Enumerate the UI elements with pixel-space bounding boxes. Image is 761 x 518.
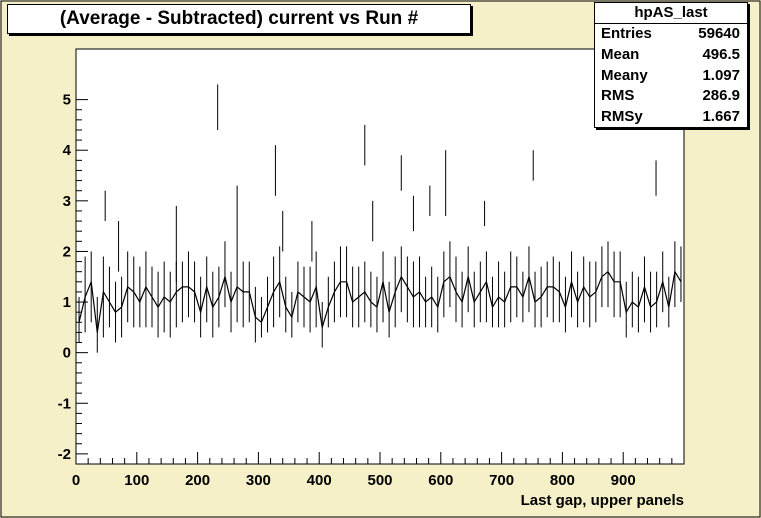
stats-label: Mean bbox=[601, 45, 640, 63]
y-tick-label: -1 bbox=[58, 395, 71, 412]
y-tick-label: 4 bbox=[63, 142, 72, 159]
x-tick-label: 0 bbox=[72, 472, 80, 489]
data-series-line bbox=[78, 270, 682, 333]
y-tick-label: 2 bbox=[63, 243, 71, 260]
x-axis-title: Last gap, upper panels bbox=[521, 492, 684, 509]
y-tick-label: 0 bbox=[63, 345, 71, 362]
y-tick-label: -2 bbox=[58, 446, 71, 463]
stats-title: hpAS_last bbox=[595, 3, 747, 24]
x-tick-label: 900 bbox=[611, 472, 636, 489]
stats-box: hpAS_last Entries 59640 Mean 496.5 Meany… bbox=[594, 2, 748, 128]
x-tick-label: 600 bbox=[428, 472, 453, 489]
chart-title: (Average - Subtracted) current vs Run # bbox=[7, 4, 471, 34]
plot-frame bbox=[75, 48, 685, 465]
stats-value: 59640 bbox=[698, 25, 740, 42]
x-tick-label: 400 bbox=[307, 472, 332, 489]
stats-label: Meany bbox=[601, 66, 648, 84]
x-tick-label: 200 bbox=[185, 472, 210, 489]
stats-value: 496.5 bbox=[702, 45, 740, 63]
stats-row-meany: Meany 1.097 bbox=[595, 66, 747, 87]
stats-label: Entries bbox=[601, 25, 652, 42]
x-axis: 0 100 200 300 400 500 600 700 800 900 bbox=[72, 452, 673, 489]
stats-row-entries: Entries 59640 bbox=[595, 24, 747, 45]
stats-value: 286.9 bbox=[702, 87, 740, 105]
x-tick-label: 700 bbox=[489, 472, 514, 489]
stats-row-mean: Mean 496.5 bbox=[595, 45, 747, 66]
stats-value: 1.667 bbox=[702, 108, 740, 126]
stats-label: RMS bbox=[601, 87, 635, 105]
x-tick-label: 300 bbox=[246, 472, 271, 489]
x-tick-label: 100 bbox=[124, 472, 149, 489]
y-tick-label: 3 bbox=[63, 193, 71, 210]
x-tick-label: 800 bbox=[550, 472, 575, 489]
y-tick-label: 5 bbox=[63, 92, 71, 109]
x-tick-label: 500 bbox=[367, 472, 392, 489]
data-marks bbox=[78, 84, 682, 353]
stats-row-rms: RMS 286.9 bbox=[595, 86, 747, 107]
y-tick-label: 1 bbox=[63, 294, 71, 311]
stats-row-rmsy: RMSy 1.667 bbox=[595, 107, 747, 128]
stats-value: 1.097 bbox=[702, 66, 740, 84]
stats-label: RMSy bbox=[601, 108, 643, 126]
